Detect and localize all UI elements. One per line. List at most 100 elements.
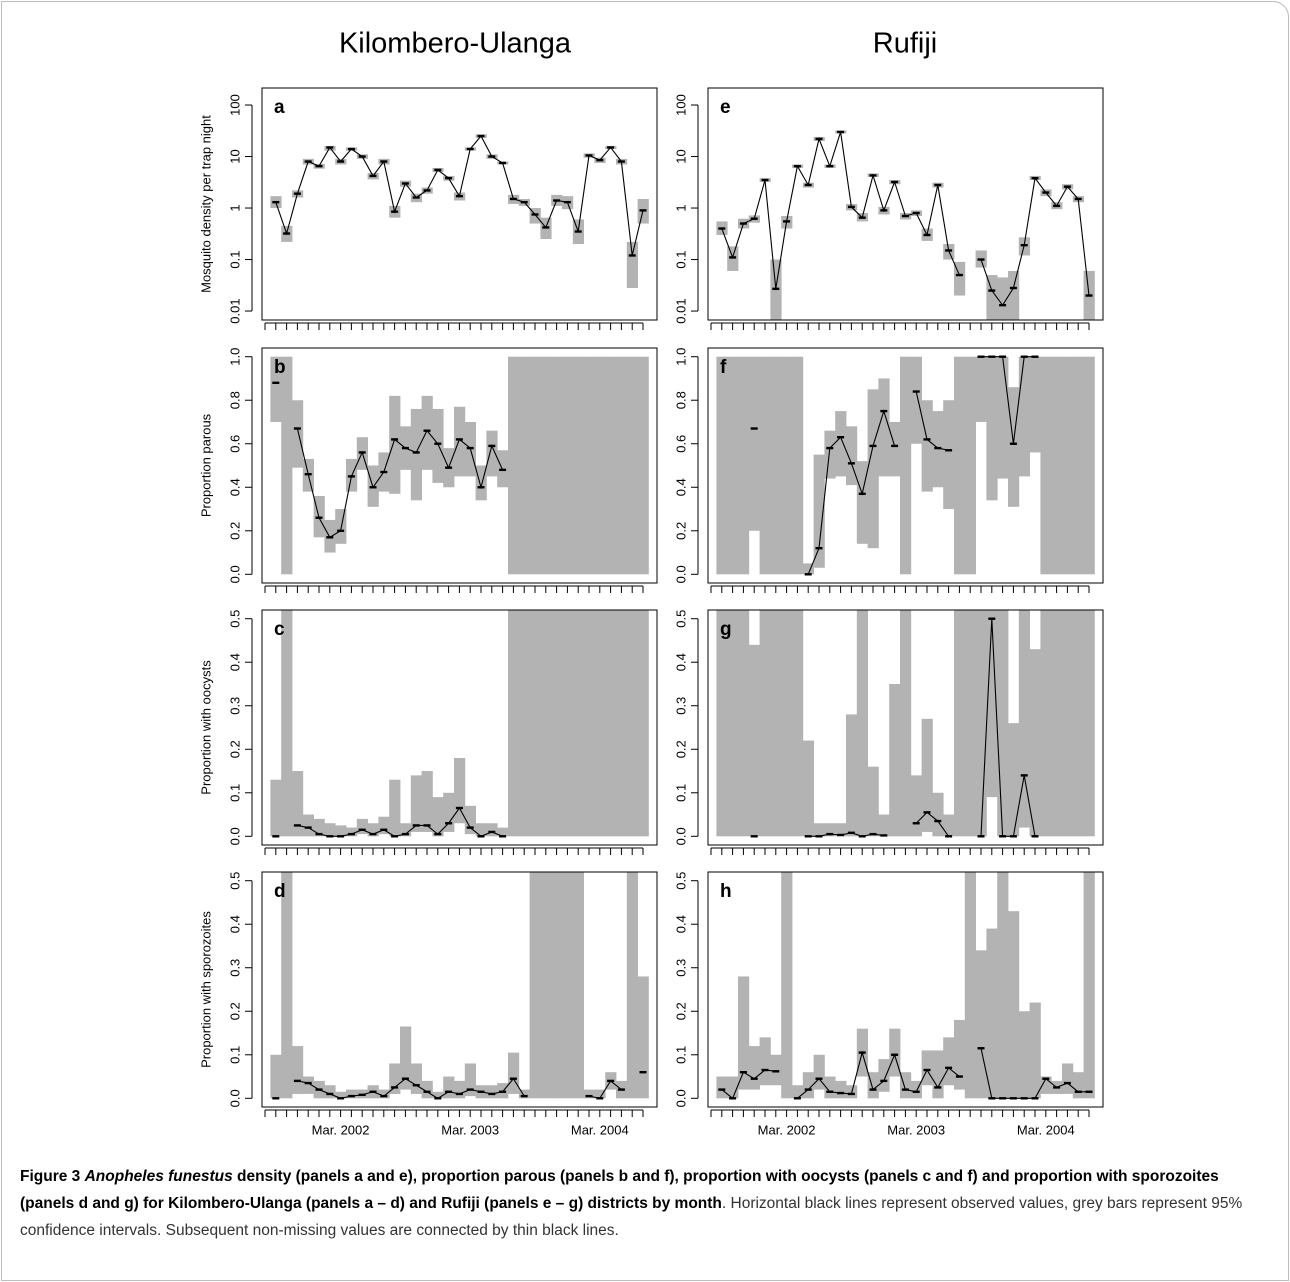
ci-bar bbox=[910, 1080, 922, 1099]
ci-bar bbox=[410, 408, 422, 501]
ci-bar bbox=[900, 610, 912, 837]
ci-bar bbox=[986, 356, 998, 501]
ci-bar bbox=[986, 928, 998, 1099]
ci-bar bbox=[432, 797, 444, 837]
y-tick-label: 0.2 bbox=[227, 522, 242, 540]
ci-bar bbox=[856, 461, 868, 544]
ci-bar bbox=[802, 740, 814, 837]
ci-bar bbox=[867, 389, 879, 549]
ci-bar bbox=[486, 430, 498, 477]
ci-bar bbox=[813, 454, 825, 568]
ci-bar bbox=[770, 1054, 782, 1086]
ci-bar bbox=[346, 1089, 358, 1099]
y-axis-label: Proportion parous bbox=[198, 413, 213, 517]
figure-caption: Figure 3 Anopheles funestus density (pan… bbox=[20, 1163, 1270, 1244]
ci-bar bbox=[540, 356, 552, 575]
column-title: Rufiji bbox=[873, 28, 937, 60]
y-tick-label: 0.6 bbox=[673, 435, 688, 453]
ci-bar bbox=[921, 718, 933, 832]
ci-bar bbox=[846, 426, 858, 486]
ci-bar bbox=[281, 872, 293, 1099]
ci-bar bbox=[1062, 1063, 1074, 1094]
plot-area bbox=[716, 355, 1095, 576]
ci-bar bbox=[781, 356, 793, 575]
ci-bar bbox=[551, 872, 563, 1099]
ci-bar bbox=[508, 610, 520, 837]
ci-bar bbox=[910, 356, 922, 444]
y-axis-label: Proportion with sporozoites bbox=[198, 911, 213, 1068]
ci-bar bbox=[986, 610, 998, 798]
panel: h 0.0 0.1 0.2 0.3 0.4 0.5 Mar. 2002 Mar. 2003 Mar… bbox=[673, 871, 1104, 1137]
ci-bar bbox=[1072, 1072, 1084, 1099]
ci-bar bbox=[792, 1085, 804, 1099]
x-tick-label: Mar. 2004 bbox=[1017, 1122, 1075, 1137]
ci-bar bbox=[583, 356, 595, 575]
ci-bar bbox=[792, 356, 804, 575]
ci-bar bbox=[551, 610, 563, 837]
ci-bar bbox=[1008, 270, 1020, 320]
ci-bar bbox=[770, 610, 782, 837]
ci-bar bbox=[1083, 356, 1095, 575]
ci-bar bbox=[943, 400, 955, 510]
ci-bar bbox=[792, 610, 804, 837]
ci-bar bbox=[389, 395, 401, 494]
y-tick-label: 0.4 bbox=[227, 915, 242, 933]
ci-bar bbox=[518, 610, 530, 837]
ci-bar bbox=[508, 356, 520, 575]
ci-bar bbox=[759, 356, 771, 575]
ci-bar bbox=[1029, 356, 1041, 453]
ci-bar bbox=[529, 208, 541, 224]
ci-bar bbox=[356, 818, 368, 835]
ci-bar bbox=[975, 356, 987, 422]
y-tick-label: 0.4 bbox=[227, 653, 242, 671]
ci-bar bbox=[824, 430, 836, 479]
ci-bar bbox=[802, 1072, 814, 1099]
ci-bar bbox=[759, 610, 771, 837]
y-tick-label: 0.3 bbox=[673, 697, 688, 715]
panel-box bbox=[707, 347, 1104, 584]
ci-bar bbox=[932, 792, 944, 837]
panel-label: c bbox=[274, 619, 285, 640]
ci-bar bbox=[1072, 610, 1084, 837]
ci-bar bbox=[997, 356, 1009, 479]
ci-bar bbox=[572, 610, 584, 837]
ci-bar bbox=[1018, 1011, 1030, 1099]
y-tick-label: 0.4 bbox=[673, 915, 688, 933]
x-tick-label: Mar. 2003 bbox=[441, 1122, 499, 1137]
ci-bar bbox=[421, 1080, 433, 1099]
ci-bar bbox=[727, 356, 739, 575]
ci-bar bbox=[281, 356, 293, 575]
ci-bar bbox=[878, 814, 890, 837]
ci-bar bbox=[997, 610, 1009, 837]
ci-bar bbox=[921, 1050, 933, 1086]
y-tick-label: 0.0 bbox=[227, 1089, 242, 1107]
ci-bar bbox=[727, 1076, 739, 1099]
ci-bar bbox=[335, 1091, 347, 1099]
ci-bar bbox=[562, 356, 574, 575]
y-tick-label: 0.5 bbox=[227, 610, 242, 628]
y-axis-label: Mosquito density per trap night bbox=[198, 115, 213, 293]
ci-bar bbox=[900, 356, 912, 575]
panel-label: b bbox=[274, 357, 286, 378]
ci-bar bbox=[400, 823, 412, 837]
ci-bar bbox=[540, 610, 552, 837]
panel-box bbox=[261, 871, 658, 1108]
ci-bar bbox=[716, 1076, 728, 1099]
ci-bar bbox=[997, 277, 1009, 320]
ci-bar bbox=[846, 714, 858, 837]
figure: Kilombero-Ulanga Rufiji a0.010.1110100Mo… bbox=[198, 28, 1104, 1137]
y-tick-label: 0.01 bbox=[673, 298, 688, 323]
y-tick-label: 0.3 bbox=[227, 959, 242, 977]
panel: a 0.01 0.1 1 10 100 Mosquito density per trap … bbox=[198, 87, 658, 330]
ci-bar bbox=[1072, 356, 1084, 575]
ci-bar bbox=[572, 872, 584, 1099]
ci-bar bbox=[626, 610, 638, 837]
ci-bar bbox=[727, 610, 739, 837]
ci-bar bbox=[954, 261, 966, 296]
column-title: Kilombero-Ulanga bbox=[339, 28, 572, 60]
y-tick-label: 0.2 bbox=[673, 740, 688, 758]
ci-bar bbox=[529, 610, 541, 837]
caption-text: Figure 3 bbox=[20, 1168, 85, 1185]
ci-bar bbox=[802, 563, 814, 575]
